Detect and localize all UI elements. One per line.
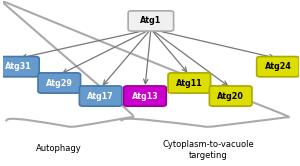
Text: Atg17: Atg17 [87,92,114,101]
Text: Atg20: Atg20 [217,92,244,101]
Text: Atg11: Atg11 [176,79,203,87]
FancyBboxPatch shape [80,86,122,106]
FancyBboxPatch shape [168,73,211,93]
FancyBboxPatch shape [0,57,39,77]
Text: Cytoplasm-to-vacuole
targeting: Cytoplasm-to-vacuole targeting [163,140,254,160]
Text: Autophagy: Autophagy [36,144,82,153]
Text: Atg1: Atg1 [140,16,161,25]
Text: Atg24: Atg24 [265,62,291,71]
FancyBboxPatch shape [124,86,166,106]
FancyBboxPatch shape [209,86,252,106]
FancyBboxPatch shape [38,73,81,93]
Text: Atg29: Atg29 [46,79,73,87]
FancyBboxPatch shape [257,57,299,77]
Text: Atg13: Atg13 [132,92,158,101]
Text: Atg31: Atg31 [4,62,31,71]
FancyBboxPatch shape [128,11,174,31]
